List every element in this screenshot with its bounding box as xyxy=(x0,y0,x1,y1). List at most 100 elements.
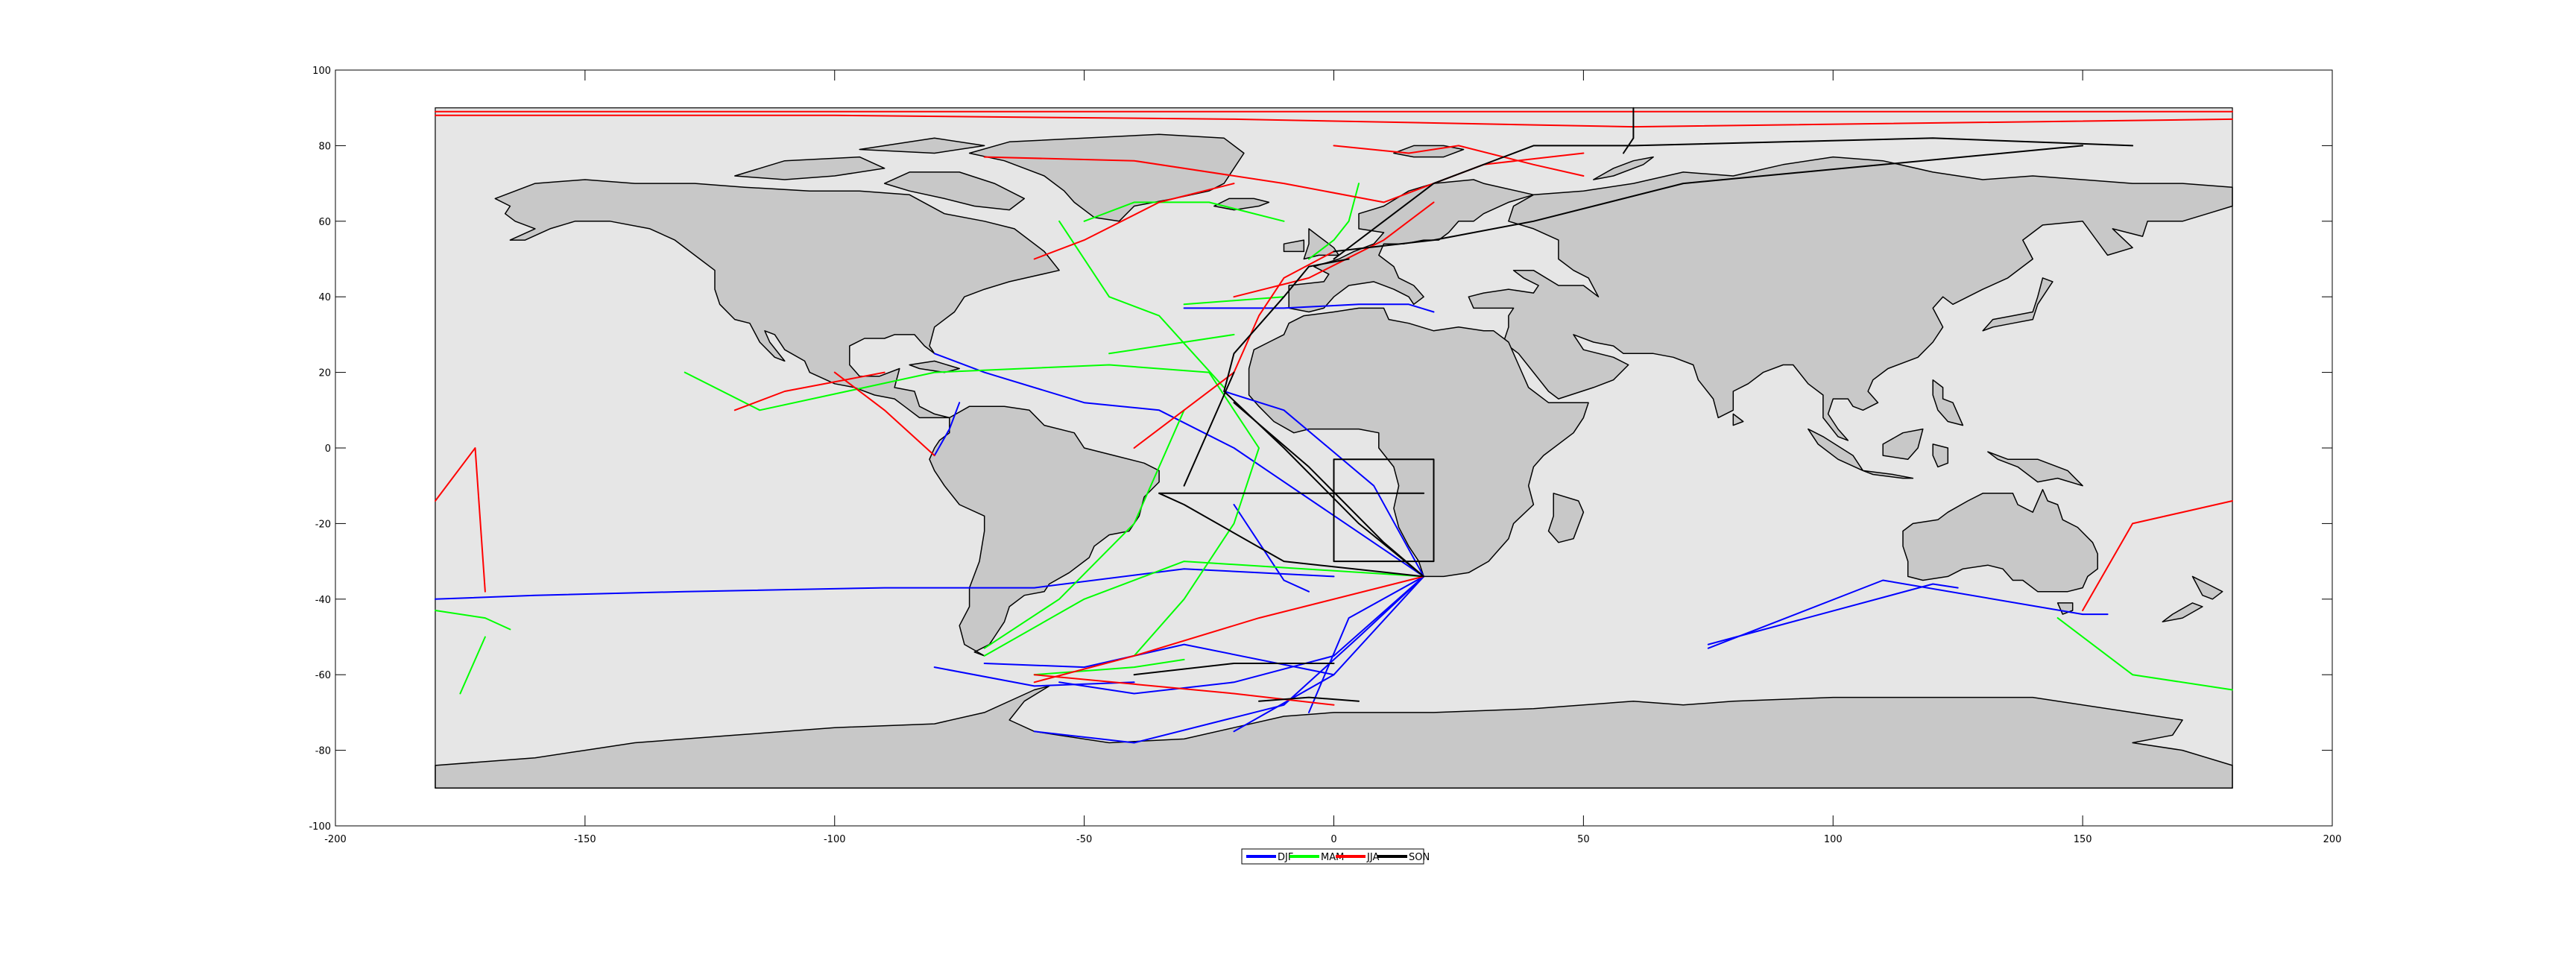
legend-box xyxy=(1241,848,1424,865)
track-djf xyxy=(933,666,1135,687)
track-son xyxy=(1158,492,1425,578)
cuba xyxy=(909,360,960,373)
track-mam xyxy=(1033,658,1185,676)
track-jja xyxy=(733,371,886,411)
y-tick-label: -80 xyxy=(315,746,331,757)
track-son xyxy=(1183,371,1235,487)
y-tick-labels: 100 80 60 40 20 0 -20 -40 -60 -80 -100 xyxy=(309,66,331,833)
track-mam xyxy=(1058,220,1225,388)
legend-label-son: SON xyxy=(1409,852,1430,863)
world-map xyxy=(435,107,2233,789)
x-tick-label: 50 xyxy=(1577,834,1590,845)
ship-tracks xyxy=(435,107,2233,744)
track-mam xyxy=(1308,183,1360,260)
y-tick-label: -40 xyxy=(315,595,331,606)
track-jja xyxy=(1033,575,1425,684)
x-tick-labels: -200 -150 -100 -50 0 50 100 150 200 xyxy=(324,834,2341,845)
baffin-island xyxy=(883,171,1026,211)
track-djf xyxy=(1707,579,2109,649)
x-tick-label: -100 xyxy=(824,834,846,845)
series-jja xyxy=(435,110,2233,706)
track-djf xyxy=(933,353,1425,578)
track-son xyxy=(1623,107,1635,154)
track-jja xyxy=(1333,145,1585,177)
y-tick-label: 60 xyxy=(318,217,331,228)
sri-lanka xyxy=(1732,413,1744,426)
legend-label-djf: DJF xyxy=(1278,852,1293,863)
y-tick-label: 100 xyxy=(312,66,331,77)
track-son xyxy=(1233,402,1425,578)
legend-label-jja: JJA xyxy=(1366,852,1379,863)
track-son xyxy=(1333,145,2084,253)
track-mam xyxy=(1183,296,1285,306)
track-mam xyxy=(435,610,511,631)
philippines xyxy=(1932,379,1964,426)
track-jja xyxy=(435,114,2233,128)
track-djf xyxy=(1033,575,1425,744)
track-jja xyxy=(2082,500,2233,611)
track-mam xyxy=(459,636,486,695)
track-mam xyxy=(2056,617,2233,691)
track-jja xyxy=(833,371,935,457)
track-djf xyxy=(435,568,1335,600)
africa xyxy=(1248,307,1589,578)
svalbard xyxy=(1393,145,1465,158)
novaya-zemlya xyxy=(1593,156,1654,180)
y-tick-label: -60 xyxy=(315,670,331,681)
track-djf xyxy=(933,402,961,457)
track-djf xyxy=(1183,303,1435,313)
track-mam xyxy=(983,561,1425,657)
track-jja xyxy=(1033,674,1335,706)
x-tick-label: 200 xyxy=(2323,834,2342,845)
south-america xyxy=(929,405,1160,657)
track-son xyxy=(1258,696,1360,702)
track-djf xyxy=(1308,575,1425,713)
track-jja xyxy=(1133,250,1335,449)
antarctica xyxy=(435,685,2233,789)
track-son xyxy=(1333,458,1435,563)
australia xyxy=(1902,489,2098,593)
indonesia xyxy=(1808,428,2083,487)
x-tick-label: 100 xyxy=(1824,834,1843,845)
axis-ticks xyxy=(335,69,2333,827)
arctic-islands xyxy=(734,137,985,180)
track-djf xyxy=(1233,504,1310,593)
y-tick-label: -100 xyxy=(309,821,331,833)
axes: -200 -150 -100 -50 0 50 100 150 200 100806040200… xyxy=(309,66,2341,845)
new-zealand xyxy=(2162,575,2223,622)
track-mam xyxy=(684,364,1210,411)
track-mam xyxy=(1133,371,1260,657)
europe xyxy=(1283,179,1535,313)
track-djf xyxy=(1707,583,1959,645)
asia xyxy=(1468,156,2233,441)
series-mam xyxy=(435,183,2233,695)
x-tick-label: -50 xyxy=(1076,834,1092,845)
landmasses xyxy=(435,133,2233,789)
track-son xyxy=(1333,137,2134,260)
track-son xyxy=(1133,663,1335,676)
track-mam xyxy=(1083,201,1285,222)
x-tick-label: 150 xyxy=(2074,834,2092,845)
track-djf xyxy=(1223,391,1425,578)
y-tick-label: 0 xyxy=(325,443,331,455)
track-mam xyxy=(1108,333,1235,355)
x-tick-label: 0 xyxy=(1330,834,1336,845)
track-son xyxy=(1223,258,1425,578)
y-tick-label: 80 xyxy=(318,141,331,152)
y-tick-label: -20 xyxy=(315,519,331,530)
track-djf xyxy=(1058,575,1425,695)
track-jja xyxy=(983,152,1585,203)
track-jja xyxy=(1033,183,1235,260)
y-tick-label: 20 xyxy=(318,368,331,379)
north-america xyxy=(494,179,1060,419)
legend-label-mam: MAM xyxy=(1321,852,1344,863)
y-tick-label: 40 xyxy=(318,292,331,303)
series-son xyxy=(1133,107,2134,702)
series-djf xyxy=(435,303,2109,744)
x-tick-label: -150 xyxy=(574,834,596,845)
x-tick-label: -200 xyxy=(324,834,347,845)
japan xyxy=(1982,277,2053,332)
track-jja xyxy=(435,447,486,593)
madagascar xyxy=(1547,493,1585,543)
